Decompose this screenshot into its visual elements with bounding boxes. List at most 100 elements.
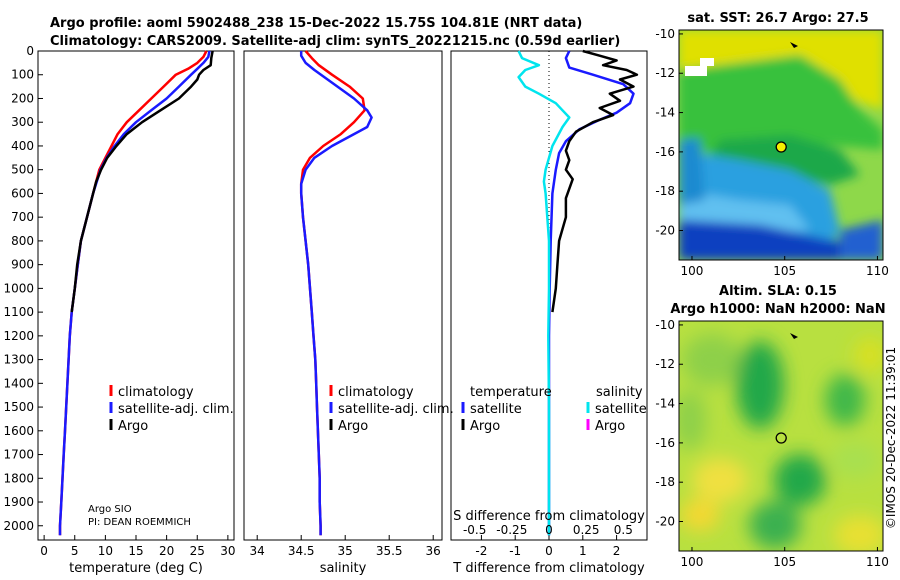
- salinity-x-label: salinity: [320, 561, 367, 576]
- map-y-tick-label: -18: [655, 184, 675, 198]
- map-x-tick-label: 105: [773, 555, 796, 569]
- sla-map-ticks: 100 105 110 -10 -12 -14 -16 -18 -20: [655, 318, 888, 569]
- map-y-tick-label: -20: [655, 515, 675, 529]
- y-tick-label: 1700: [3, 448, 34, 462]
- x-tick-label: 20: [159, 544, 174, 558]
- map-y-tick-label: -10: [655, 27, 675, 41]
- y-tick-label: 1500: [3, 400, 34, 414]
- x-tick-label: 36: [426, 544, 441, 558]
- series-line-satellite-adj-clim: [58, 50, 211, 536]
- temperature-lines: [58, 50, 214, 536]
- imos-watermark: ©IMOS 20-Dec-2022 11:39:01: [884, 347, 898, 529]
- map-y-tick-label: -18: [655, 475, 675, 489]
- y-tick-label: 1000: [3, 281, 34, 295]
- map-y-tick-label: -14: [655, 106, 675, 120]
- legend-label-satellite-adj: satellite-adj. clim.: [118, 402, 234, 417]
- x-tick-label: -1: [509, 544, 521, 558]
- legend-title-salinity: salinity: [596, 385, 643, 400]
- s-diff-tick-label: -0.5: [463, 523, 486, 537]
- legend-label-argo: Argo: [338, 419, 368, 434]
- map-y-tick-label: -12: [655, 357, 675, 371]
- depth-y-ticks: 0 100 200 300 400 500 600 700 800 900 1000 1100 1200…: [3, 44, 43, 533]
- y-tick-label: 900: [11, 258, 34, 272]
- difference-lines: [517, 49, 639, 536]
- salinity-lines: [299, 50, 373, 536]
- sst-map-frame: [678, 29, 884, 261]
- x-tick-label: 34.5: [288, 544, 315, 558]
- y-tick-label: 800: [11, 234, 34, 248]
- temperature-x-label: temperature (deg C): [69, 561, 203, 576]
- x-tick-label: 0: [40, 544, 48, 558]
- legend-title-temperature: temperature: [470, 385, 552, 400]
- figure-title-line1: Argo profile: aoml 5902488_238 15-Dec-20…: [50, 16, 582, 31]
- temperature-x-ticks: 0 5 10 15 20 25 30: [40, 535, 236, 558]
- salinity-panel: 34 34.5 35 35.5 36 climatology satellite-adj…: [243, 50, 454, 576]
- difference-legend: temperature satellite Argo salinity sate…: [461, 385, 647, 434]
- y-tick-label: 1900: [3, 495, 34, 509]
- difference-panel: -2 -1 0 1 2 temperature satellite Argo salin…: [450, 49, 648, 576]
- s-diff-tick-label: -0.25: [496, 523, 527, 537]
- s-diff-tick-label: 0.5: [614, 523, 633, 537]
- argo-float-marker: [775, 141, 787, 153]
- map-y-tick-label: -20: [655, 224, 675, 238]
- salinity-x-ticks: 34 34.5 35 35.5 36: [250, 535, 441, 558]
- x-tick-label: 10: [98, 544, 113, 558]
- series-line-satellite-adj-clim: [299, 51, 373, 536]
- sla-map-frame: [678, 320, 884, 552]
- x-tick-label: 35.5: [376, 544, 403, 558]
- map-x-tick-label: 110: [866, 264, 889, 278]
- s-diff-tick-label: 0: [545, 523, 553, 537]
- salinity-legend: climatology satellite-adj. clim. Argo: [329, 385, 454, 434]
- legend-label-temp-satellite: satellite: [470, 402, 522, 417]
- temperature-legend: climatology satellite-adj. clim. Argo: [109, 385, 234, 434]
- legend-label-sal-argo: Argo: [595, 419, 625, 434]
- legend-label-temp-argo: Argo: [470, 419, 500, 434]
- legend-label-climatology: climatology: [118, 385, 194, 400]
- map-y-tick-label: -12: [655, 66, 675, 80]
- s-difference-label: S difference from climatology: [453, 509, 645, 524]
- map-x-tick-label: 110: [866, 555, 889, 569]
- x-tick-label: -2: [475, 544, 487, 558]
- x-tick-label: 2: [613, 544, 621, 558]
- sst-map-title: sat. SST: 26.7 Argo: 27.5: [687, 11, 868, 26]
- x-tick-label: 34: [250, 544, 265, 558]
- series-line-temperature-argo: [551, 49, 639, 313]
- x-tick-label: 35: [338, 544, 353, 558]
- y-tick-label: 1100: [3, 305, 34, 319]
- x-tick-label: 30: [220, 544, 235, 558]
- y-tick-label: 0: [26, 44, 34, 58]
- legend-label-sal-satellite: satellite: [595, 402, 647, 417]
- map-x-tick-label: 105: [773, 264, 796, 278]
- y-tick-label: 500: [11, 163, 34, 177]
- map-y-tick-label: -10: [655, 318, 675, 332]
- y-tick-label: 1400: [3, 376, 34, 390]
- legend-label-climatology: climatology: [338, 385, 414, 400]
- s-difference-ticks: -0.5 -0.25 0 0.25 0.5: [463, 523, 633, 537]
- series-line-salinity-satellite: [517, 50, 571, 536]
- s-diff-tick-label: 0.25: [573, 523, 600, 537]
- y-tick-label: 700: [11, 210, 34, 224]
- legend-label-satellite-adj: satellite-adj. clim.: [338, 402, 454, 417]
- sst-map-ticks: 100 105 110 -10 -12 -14 -16 -18 -20: [655, 27, 888, 278]
- x-tick-label: 15: [128, 544, 143, 558]
- y-tick-label: 1600: [3, 424, 34, 438]
- x-tick-label: 5: [71, 544, 79, 558]
- y-tick-label: 100: [11, 68, 34, 82]
- figure-title-line2: Climatology: CARS2009. Satellite-adj cli…: [50, 34, 620, 49]
- y-tick-label: 2000: [3, 519, 34, 533]
- series-line-argo: [70, 50, 214, 313]
- x-tick-label: 1: [579, 544, 587, 558]
- argo-float-marker: [775, 432, 787, 444]
- sst-map: sat. SST: 26.7 Argo: 27.5 100 105 110 -10 -1…: [655, 11, 888, 278]
- x-tick-label: 25: [190, 544, 205, 558]
- temperature-plot-frame: [37, 50, 235, 541]
- sst-field: [679, 30, 883, 260]
- difference-x-ticks: -2 -1 0 1 2: [475, 535, 620, 558]
- y-tick-label: 400: [11, 139, 34, 153]
- map-x-tick-label: 100: [681, 555, 704, 569]
- temperature-panel: 0 5 10 15 20 25 30 0 100 200 300 400 500 600 700 800 90…: [3, 44, 235, 576]
- map-y-tick-label: -16: [655, 436, 675, 450]
- credit-line2: PI: DEAN ROEMMICH: [88, 517, 191, 528]
- credit-line1: Argo SIO: [88, 504, 132, 515]
